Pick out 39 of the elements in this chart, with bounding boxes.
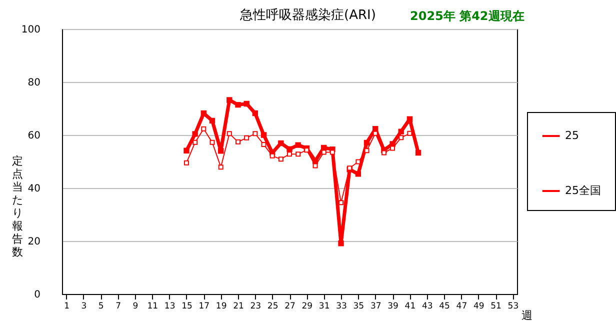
x-tick-label: 25 <box>267 302 278 312</box>
y-tick-label: 60 <box>28 130 40 142</box>
x-tick-label: 47 <box>456 302 468 312</box>
x-tick-label: 3 <box>81 302 87 312</box>
y-tick-label: 100 <box>21 24 40 36</box>
legend-label: 25 <box>565 129 579 142</box>
x-tick-label: 7 <box>116 302 122 312</box>
x-tick-label: 15 <box>182 302 192 312</box>
x-tick-label: 35 <box>353 302 364 312</box>
x-tick-label: 1 <box>64 302 70 312</box>
x-tick-label: 31 <box>318 302 330 312</box>
x-tick-label: 51 <box>490 302 502 312</box>
x-tick-label: 21 <box>233 302 244 312</box>
x-tick-label: 29 <box>302 302 313 312</box>
y-tick-label: 40 <box>28 184 40 194</box>
x-tick-label: 19 <box>216 302 227 312</box>
y-tick-label: 80 <box>28 78 40 88</box>
chart-title: 急性呼吸器感染症(ARI) <box>240 8 376 23</box>
x-tick-label: 45 <box>439 302 450 312</box>
x-tick-label: 49 <box>473 302 484 312</box>
x-tick-label: 17 <box>198 302 210 312</box>
y-axis-title: 定点当たり報告数 <box>12 154 23 258</box>
x-tick-label: 5 <box>98 302 104 312</box>
x-tick-label: 43 <box>422 302 433 312</box>
y-tick-label: 20 <box>28 236 40 248</box>
y-tick-label: 0 <box>34 290 40 300</box>
x-tick-label: 37 <box>370 302 382 312</box>
x-tick-label: 9 <box>132 302 138 312</box>
x-tick-label: 53 <box>508 302 519 312</box>
x-tick-label: 11 <box>147 302 158 312</box>
x-tick-label: 33 <box>336 302 347 312</box>
x-axis-title: 週 <box>522 309 532 322</box>
legend-label: 25全国 <box>565 184 601 197</box>
x-tick-label: 41 <box>404 302 416 312</box>
x-tick-label: 39 <box>388 302 398 312</box>
x-tick-label: 13 <box>164 302 176 312</box>
x-tick-label: 27 <box>284 302 296 312</box>
x-tick-label: 23 <box>250 302 262 312</box>
chart-subtitle: 2025年 第42週現在 <box>410 8 524 25</box>
